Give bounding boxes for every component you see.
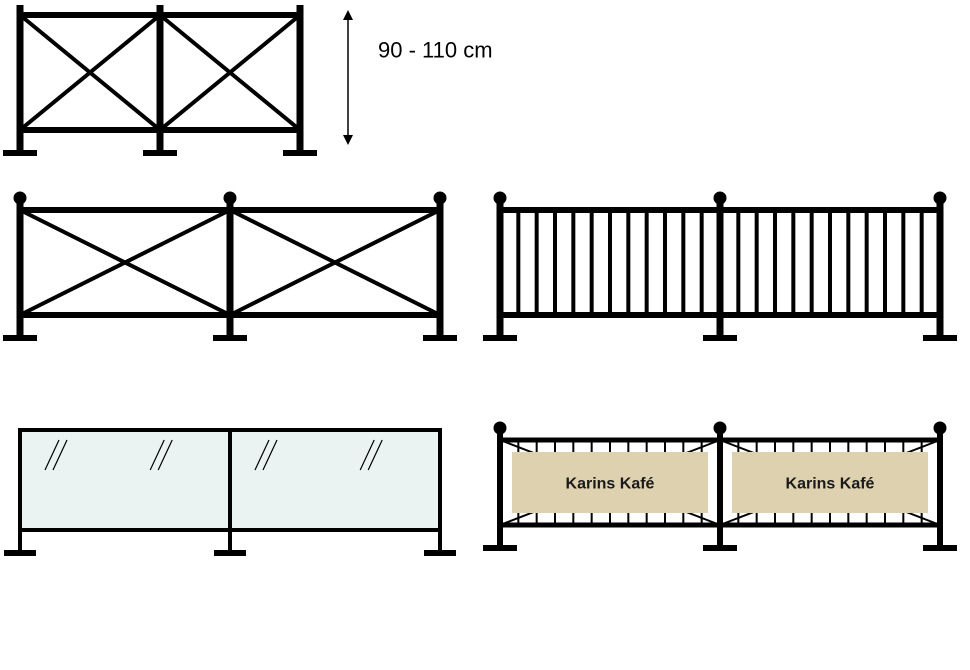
fence-bot_right_sign: Karins Kafé Karins Kafé xyxy=(483,422,957,552)
height-label: 90 - 110 cm xyxy=(378,38,493,63)
sign-text: Karins Kafé xyxy=(786,476,875,493)
sign-text: Karins Kafé xyxy=(566,476,655,493)
fence-bot_left_glass xyxy=(4,430,456,556)
fence-mid_left_cross xyxy=(3,192,457,342)
fence-top_small_cross xyxy=(3,5,317,156)
height-dimension: 90 - 110 cm xyxy=(343,10,493,145)
diagram-canvas: Karins Kafé Karins Kafé 90 - 110 cm xyxy=(0,0,970,670)
fence-mid_right_vertical xyxy=(483,192,957,342)
